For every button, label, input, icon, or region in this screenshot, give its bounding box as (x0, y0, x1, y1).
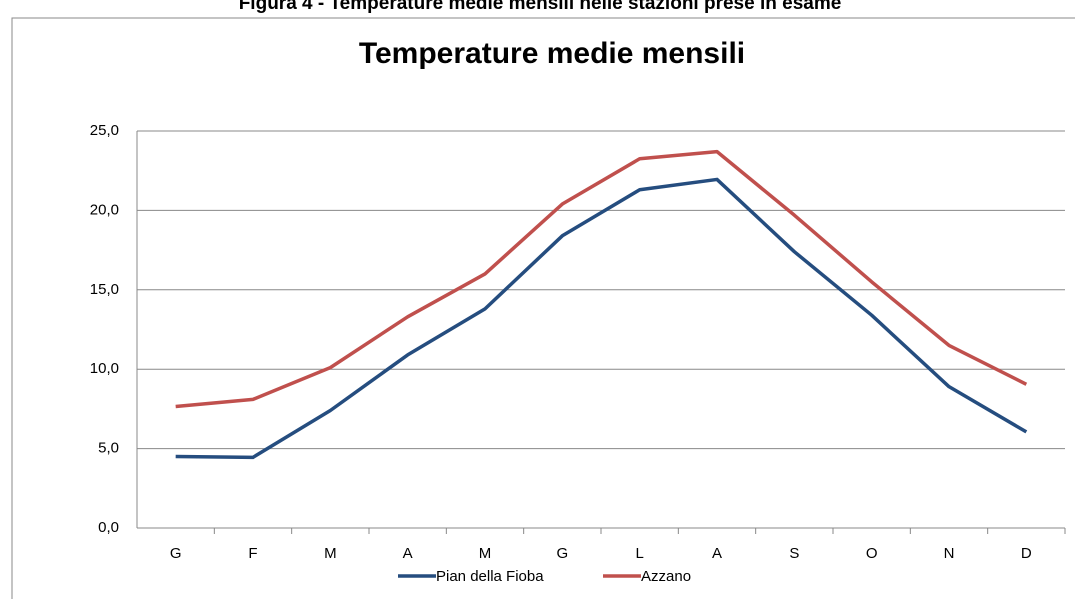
series-line (175, 149, 1028, 409)
chart-title: Temperature medie mensili (359, 37, 745, 70)
x-tick-label: D (1021, 545, 1032, 562)
x-tick-label: N (944, 545, 955, 562)
legend-label: Pian della Fioba (436, 568, 544, 585)
y-tick-label: 0,0 (98, 519, 119, 536)
series-line (175, 177, 1028, 460)
x-tick-label: M (324, 545, 337, 562)
y-tick-label: 25,0 (90, 122, 119, 139)
x-tick-label: G (170, 545, 182, 562)
x-tick-label: O (866, 545, 878, 562)
chart-border (11, 17, 1075, 604)
y-tick-label: 5,0 (98, 440, 119, 457)
caption: Figura 4 - Temperature medie mensili nel… (239, 0, 842, 14)
x-tick-label: M (479, 545, 492, 562)
legend-label: Azzano (641, 568, 691, 585)
y-tick-label: 10,0 (90, 360, 119, 377)
x-tick-label: A (403, 545, 413, 562)
x-tick-label: G (556, 545, 568, 562)
y-tick-label: 20,0 (90, 201, 119, 218)
x-tick-label: S (789, 545, 799, 562)
x-tick-label: L (635, 545, 643, 562)
x-tick-label: A (712, 545, 722, 562)
y-tick-label: 15,0 (90, 281, 119, 298)
x-tick-label: F (248, 545, 257, 562)
